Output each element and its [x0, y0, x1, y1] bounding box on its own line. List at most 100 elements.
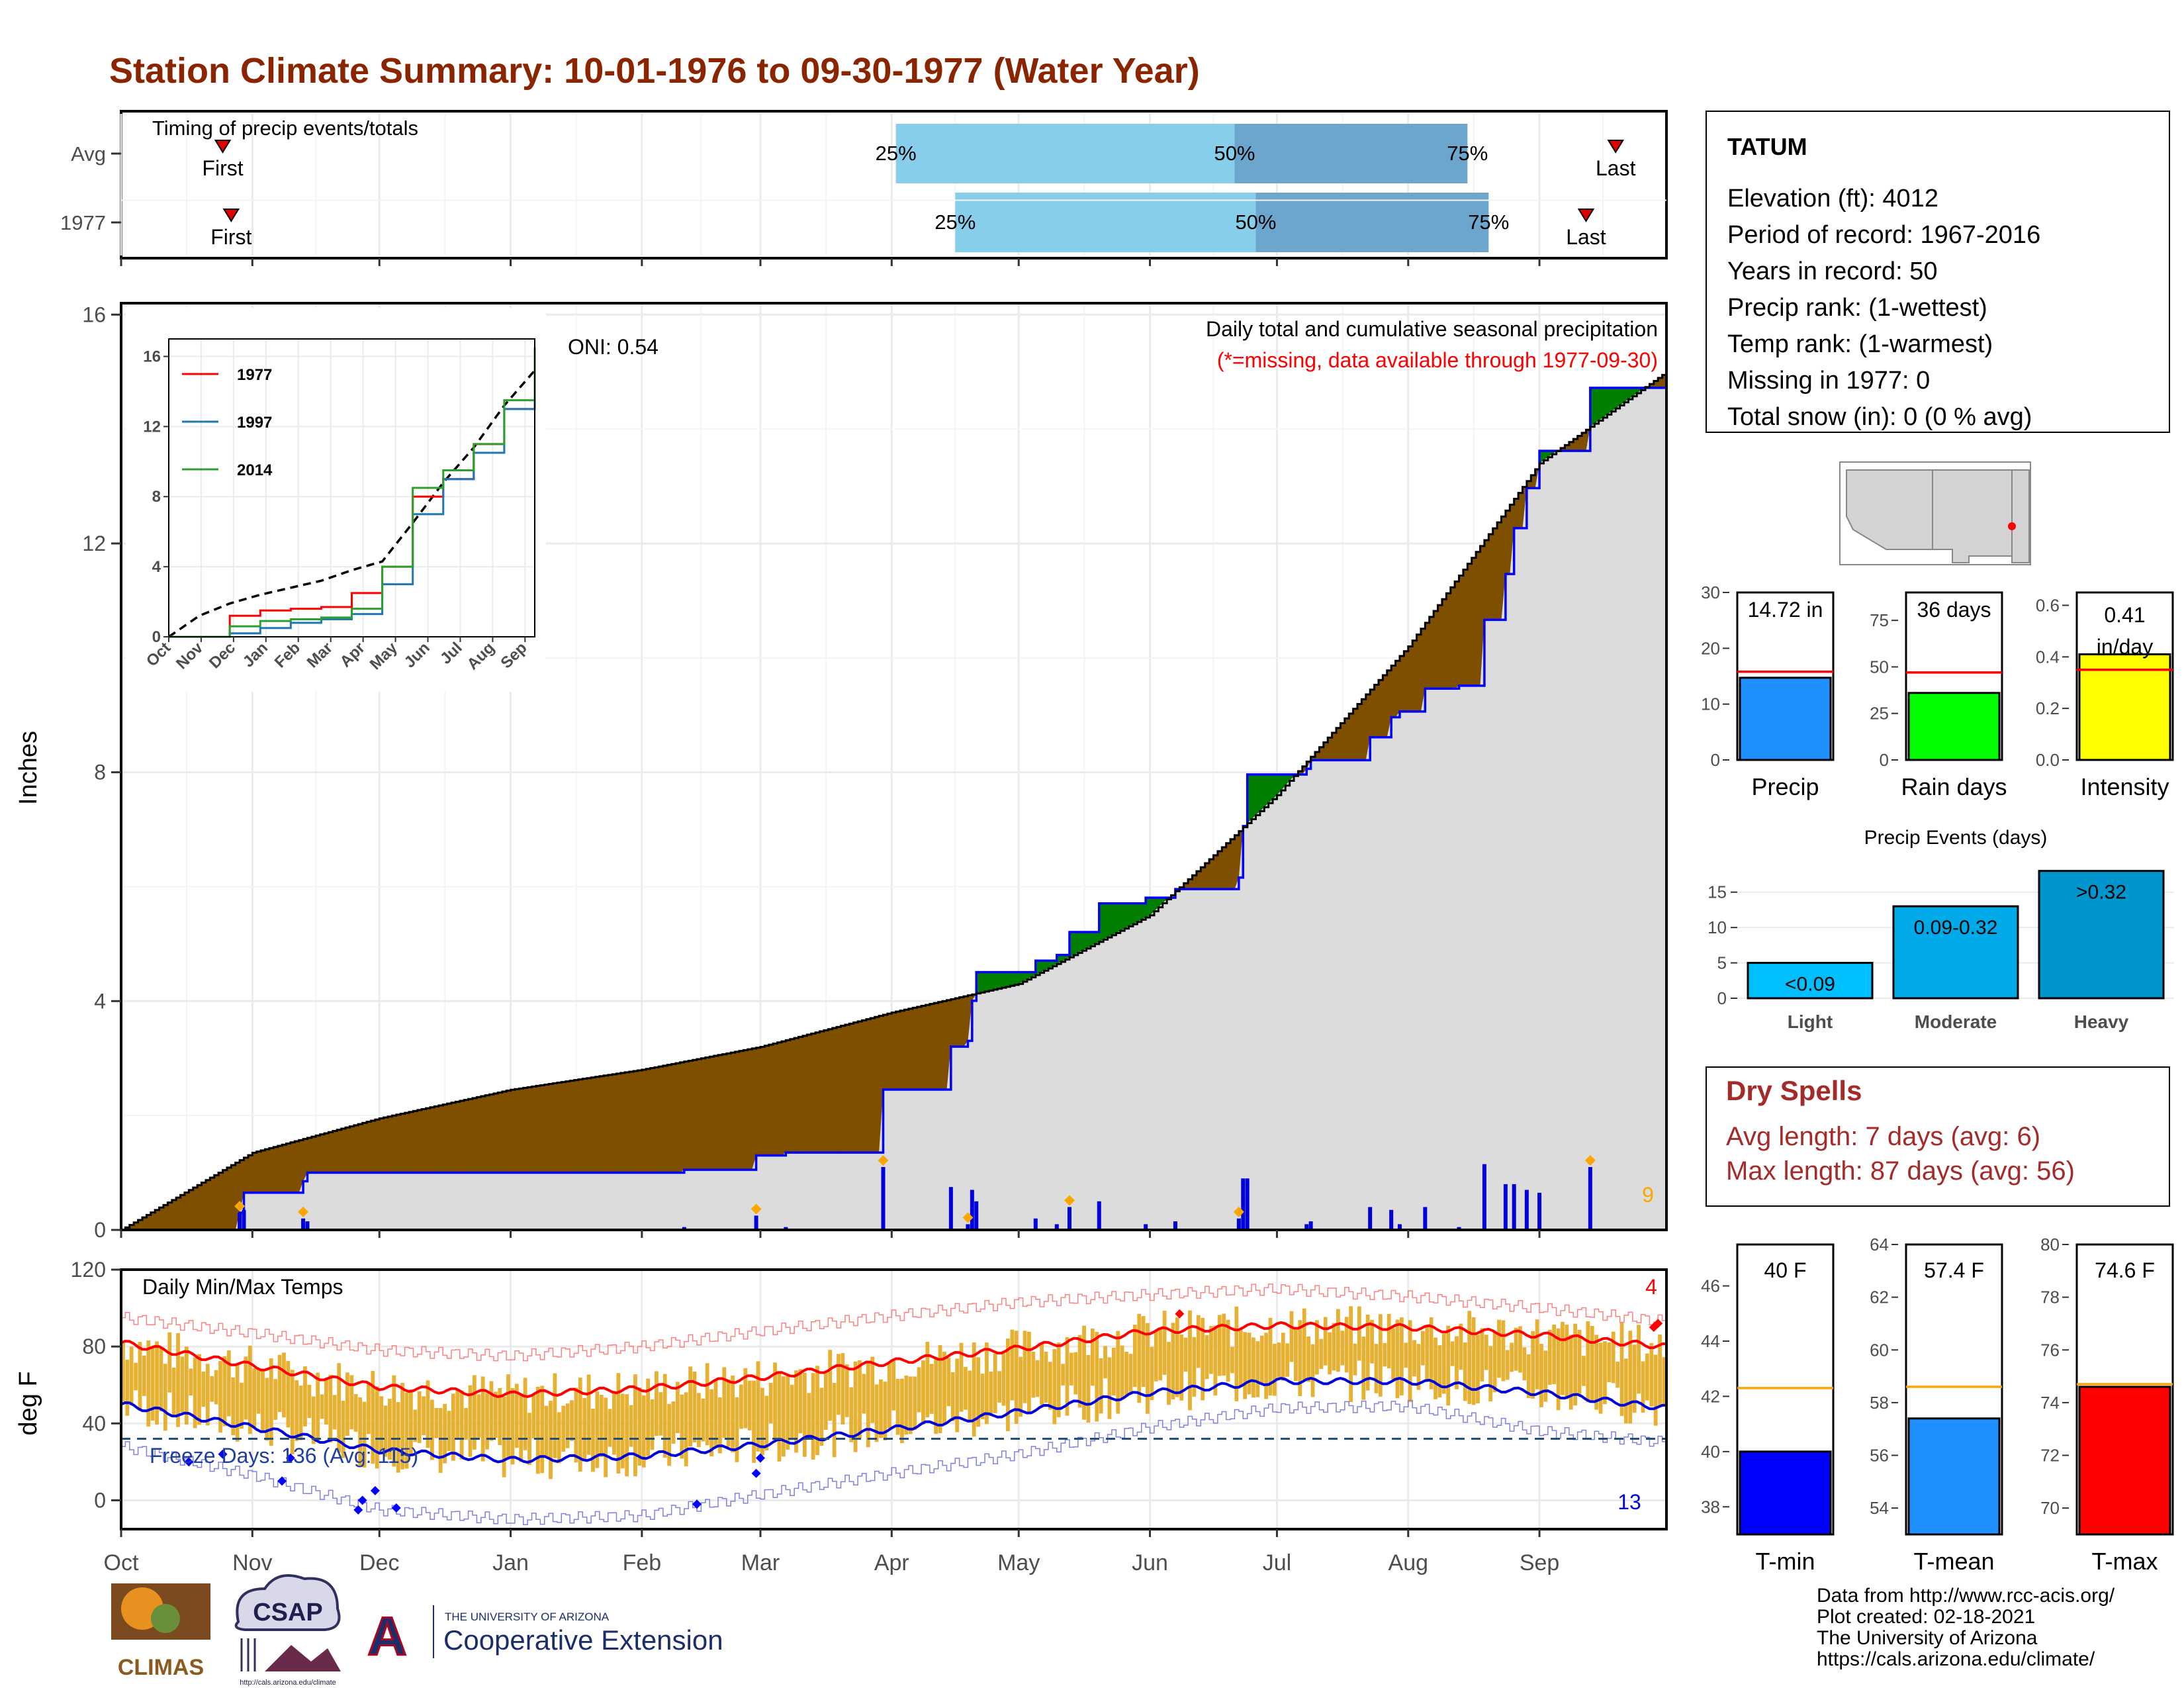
temp-daily-bar — [637, 1387, 642, 1466]
precip-daily-bar — [1304, 1224, 1309, 1230]
precip-diff-area — [1408, 646, 1413, 712]
ua-logo-bg — [364, 1605, 410, 1657]
summary-chart-y-tick-label: 0.2 — [2036, 698, 2060, 718]
precip-diff-area — [815, 1032, 821, 1153]
precip-diff-area — [443, 1104, 448, 1173]
temp-daily-bar — [828, 1350, 833, 1421]
temp-daily-bar — [1573, 1323, 1578, 1406]
precip-diff-area — [1412, 640, 1418, 712]
temp-daily-bar — [1387, 1313, 1391, 1369]
temp-daily-bar — [1645, 1353, 1649, 1401]
temp-daily-bar — [1010, 1329, 1015, 1401]
precip-missing-note: (*=missing, data available through 1977-… — [1217, 348, 1658, 372]
precip-diff-area — [1273, 774, 1278, 800]
precip-diff-area — [201, 1182, 206, 1230]
summary-chart-value-label: 57.4 F — [1924, 1258, 1984, 1282]
precip-diff-area — [950, 999, 956, 1047]
precip-diff-area — [1565, 445, 1570, 451]
timing-row-label: 1977 — [60, 211, 106, 234]
temp-daily-bar — [1344, 1317, 1349, 1373]
temp-daily-bar — [832, 1383, 837, 1458]
temp-daily-bar — [1238, 1328, 1243, 1387]
temp-daily-bar — [768, 1382, 773, 1424]
precip-diff-area — [240, 1160, 245, 1213]
temp-daily-bar — [189, 1368, 193, 1396]
precip-diff-area — [1277, 774, 1282, 796]
precip-diff-area — [662, 1065, 668, 1173]
temp-daily-bar — [1315, 1320, 1319, 1375]
precip-daily-bar — [1067, 1207, 1071, 1230]
temp-daily-bar — [976, 1357, 981, 1427]
temp-daily-bar — [1099, 1358, 1103, 1414]
precip-diff-area — [434, 1106, 439, 1173]
extreme-precip-marker — [234, 1201, 246, 1212]
inset-y-tick-label: 12 — [143, 418, 161, 436]
temp-daily-bar — [1044, 1351, 1048, 1403]
temp-daily-bar — [608, 1409, 612, 1447]
precip-diff-area — [1044, 961, 1049, 971]
temp-daily-bar — [1167, 1342, 1171, 1405]
precip-diff-area — [477, 1097, 482, 1173]
temp-daily-bar — [464, 1407, 468, 1440]
temp-daily-bar — [171, 1368, 176, 1416]
precip-daily-bar — [1097, 1201, 1101, 1230]
temp-daily-bar — [959, 1342, 964, 1412]
summary-chart-category-label: T-max — [2091, 1548, 2158, 1575]
precip-diff-area — [777, 1042, 782, 1156]
temp-daily-bar — [353, 1393, 358, 1432]
temp-daily-bar — [163, 1364, 167, 1431]
temp-daily-bar — [798, 1369, 803, 1434]
temp-daily-bar — [1065, 1336, 1069, 1416]
precip-diff-area — [1201, 867, 1206, 890]
temp-daily-bar — [1611, 1331, 1615, 1383]
precip-diff-area — [1247, 774, 1252, 823]
station-location-marker — [2008, 522, 2016, 530]
precip-diff-area — [150, 1212, 156, 1230]
temp-daily-bar — [1146, 1323, 1150, 1414]
precip-events-chart: 0 5 10 15 Precip Events (days) <0.09 Light 0.09… — [1707, 827, 2174, 1032]
precip-diff-area — [1061, 955, 1066, 962]
precip-diff-area — [874, 1017, 880, 1153]
precip-diff-area — [1619, 387, 1625, 406]
precip-diff-area — [1404, 651, 1409, 712]
precip-diff-area — [1662, 375, 1667, 388]
temp-daily-bar — [549, 1401, 553, 1479]
inset-lines — [168, 348, 536, 638]
precip-diff-area — [468, 1099, 473, 1173]
temp-daily-bar — [955, 1358, 960, 1432]
precip-diff-area — [540, 1085, 545, 1173]
precip-diff-area — [1052, 961, 1058, 966]
precip-diff-area — [1450, 587, 1455, 689]
precip-diff-area — [1437, 605, 1443, 689]
temp-daily-bar — [764, 1395, 769, 1450]
last-event-label: Last — [1596, 156, 1636, 180]
temp-daily-bar — [844, 1364, 849, 1417]
precip-diff-area — [655, 1067, 660, 1173]
timing-bars: 25% 50% 75% First Last 25% 50% 75% First Last — [202, 124, 1636, 252]
station-info-line: Missing in 1977: 0 — [1727, 367, 1930, 395]
temp-daily-bar — [1459, 1323, 1463, 1370]
inset-bg — [126, 308, 546, 692]
temp-daily-bar — [1632, 1344, 1637, 1413]
temp-daily-bar — [214, 1370, 218, 1405]
temp-daily-bar — [1471, 1317, 1476, 1405]
temp-daily-bar — [1374, 1344, 1379, 1393]
avg-max-temp-line — [120, 1321, 1667, 1399]
precip-diff-area — [142, 1217, 147, 1230]
temp-daily-bar — [1209, 1326, 1213, 1374]
temp-daily-bar — [426, 1380, 430, 1448]
temp-daily-bar — [392, 1375, 396, 1467]
precip-diff-area — [578, 1079, 583, 1173]
temp-daily-bar — [862, 1374, 866, 1414]
month-tick-label: Jan — [492, 1550, 529, 1575]
temp-daily-bar — [1175, 1317, 1179, 1397]
temp-daily-bar — [989, 1371, 993, 1417]
temp-daily-bar — [1615, 1361, 1619, 1388]
extreme-precip-marker — [751, 1203, 762, 1215]
summary-chart-t-mean: 54 56 58 60 62 64 57.4 F T-mean — [1870, 1235, 2003, 1575]
precip-diff-area — [307, 1137, 312, 1173]
precip-diff-area — [1353, 708, 1358, 761]
station-info-line: Period of record: 1967-2016 — [1727, 221, 2040, 249]
precip-diff-area — [171, 1199, 177, 1230]
summary-chart-y-tick-label: 64 — [1870, 1235, 1889, 1254]
